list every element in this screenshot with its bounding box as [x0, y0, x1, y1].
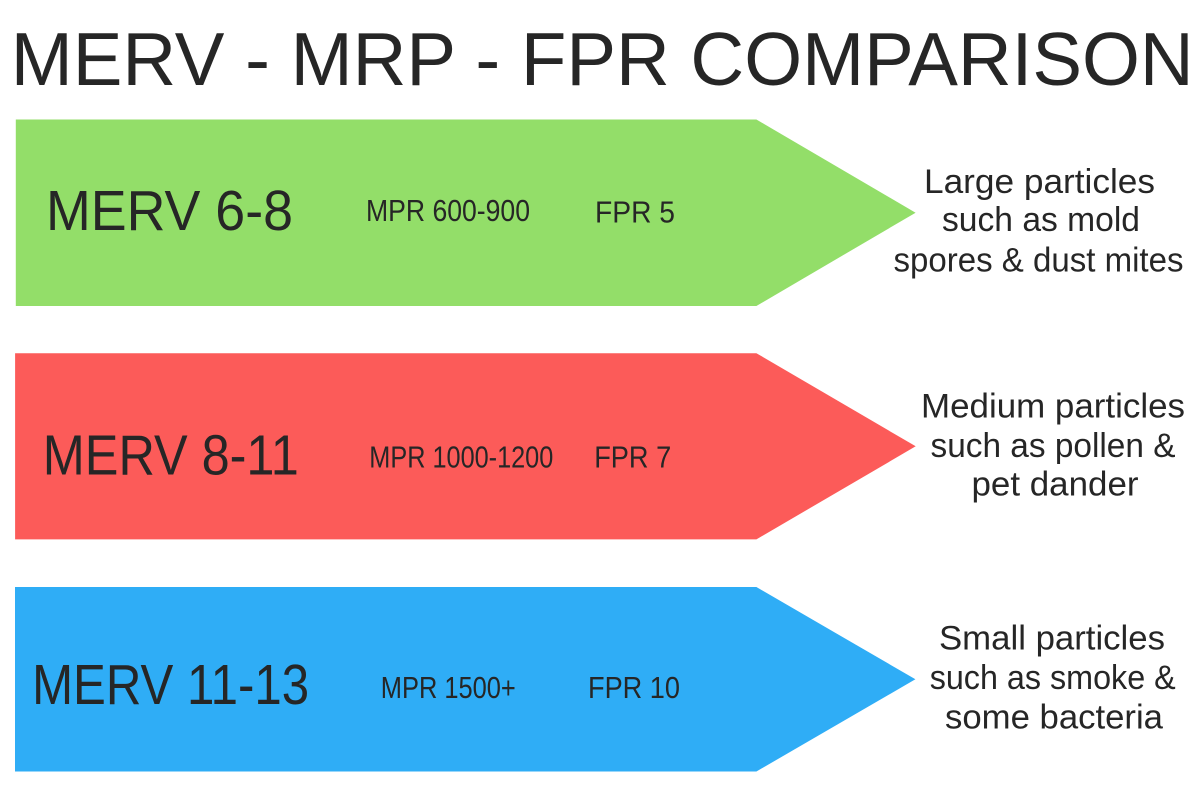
svg-text:MERV 6-8: MERV 6-8: [46, 180, 293, 243]
svg-text:MPR 600-900: MPR 600-900: [366, 193, 530, 228]
svg-text:pet dander: pet dander: [972, 465, 1139, 503]
svg-text:such as smoke &: such as smoke &: [930, 659, 1176, 697]
svg-text:FPR 5: FPR 5: [595, 195, 675, 230]
svg-text:some bacteria: some bacteria: [945, 698, 1164, 736]
svg-text:MERV 8-11: MERV 8-11: [43, 424, 299, 487]
svg-text:MPR 1000-1200: MPR 1000-1200: [369, 440, 553, 475]
svg-text:spores & dust mites: spores & dust mites: [894, 242, 1184, 280]
svg-text:such as mold: such as mold: [942, 201, 1140, 239]
svg-text:MERV 11-13: MERV 11-13: [32, 654, 309, 717]
svg-text:MPR 1500+: MPR 1500+: [381, 670, 516, 705]
svg-text:MERV - MRP - FPR COMPARISON: MERV - MRP - FPR COMPARISON: [11, 17, 1194, 101]
svg-text:such as pollen &: such as pollen &: [931, 427, 1176, 465]
svg-text:Medium particles: Medium particles: [921, 387, 1185, 425]
svg-text:FPR 7: FPR 7: [594, 440, 671, 475]
svg-text:Small particles: Small particles: [939, 620, 1165, 658]
svg-text:Large particles: Large particles: [924, 163, 1155, 201]
svg-text:FPR 10: FPR 10: [588, 670, 680, 705]
